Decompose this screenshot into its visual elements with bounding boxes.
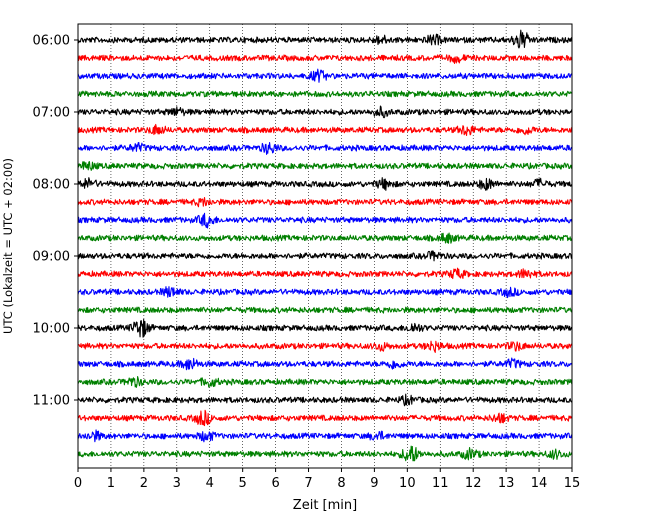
y-tick-label: 06:00 (33, 34, 70, 49)
trace-1030 (77, 357, 573, 371)
y-tick-label: 10:00 (33, 322, 70, 337)
trace-1130 (77, 429, 573, 443)
x-tick-label: 13 (498, 476, 515, 491)
trace-1015 (77, 340, 573, 353)
trace-1100 (77, 393, 573, 407)
y-tick-label: 11:00 (33, 394, 70, 409)
x-tick-label: 4 (206, 476, 214, 491)
trace-0600 (77, 29, 573, 49)
x-tick-label: 6 (271, 476, 279, 491)
trace-0845 (77, 232, 573, 244)
trace-1145 (77, 445, 573, 462)
trace-0830 (77, 212, 573, 229)
x-tick-label: 12 (465, 476, 482, 491)
trace-0800 (77, 177, 573, 191)
y-tick-label: 08:00 (33, 178, 70, 193)
y-tick-label: 09:00 (33, 250, 70, 265)
trace-1115 (77, 409, 573, 427)
x-tick-label: 8 (337, 476, 345, 491)
trace-1000 (77, 318, 573, 338)
trace-0900 (77, 250, 573, 262)
trace-0730 (77, 142, 573, 155)
x-tick-label: 15 (564, 476, 581, 491)
trace-1045 (77, 376, 573, 388)
trace-0745 (77, 161, 573, 171)
x-tick-label: 7 (304, 476, 312, 491)
trace-0915 (77, 267, 573, 280)
trace-0700 (77, 105, 573, 119)
x-tick-label: 11 (432, 476, 449, 491)
x-tick-label: 3 (173, 476, 181, 491)
trace-0645 (77, 90, 573, 98)
trace-0945 (77, 306, 573, 314)
trace-0815 (77, 197, 573, 208)
y-axis-label: UTC (Lokalzeit = UTC + 02:00) (1, 158, 15, 334)
trace-0930 (77, 286, 573, 299)
trace-0630 (77, 68, 573, 83)
grid-lines (110, 24, 540, 468)
x-tick-label: 1 (107, 476, 115, 491)
x-axis-label: Zeit [min] (293, 498, 357, 513)
x-tick-label: 0 (74, 476, 82, 491)
trace-0615 (77, 54, 573, 64)
plot-frame (77, 23, 573, 469)
x-tick-label: 14 (531, 476, 548, 491)
trace-group (77, 29, 573, 462)
x-tick-label: 10 (399, 476, 416, 491)
axis-ticks: 0 1 2 3 4 5 6 7 8 9 10 11 12 13 14 1506:0007:0008:0009:… (33, 34, 581, 492)
x-tick-label: 5 (239, 476, 247, 491)
y-tick-label: 07:00 (33, 106, 70, 121)
x-tick-label: 9 (370, 476, 378, 491)
x-tick-label: 2 (140, 476, 148, 491)
trace-0715 (77, 123, 573, 136)
